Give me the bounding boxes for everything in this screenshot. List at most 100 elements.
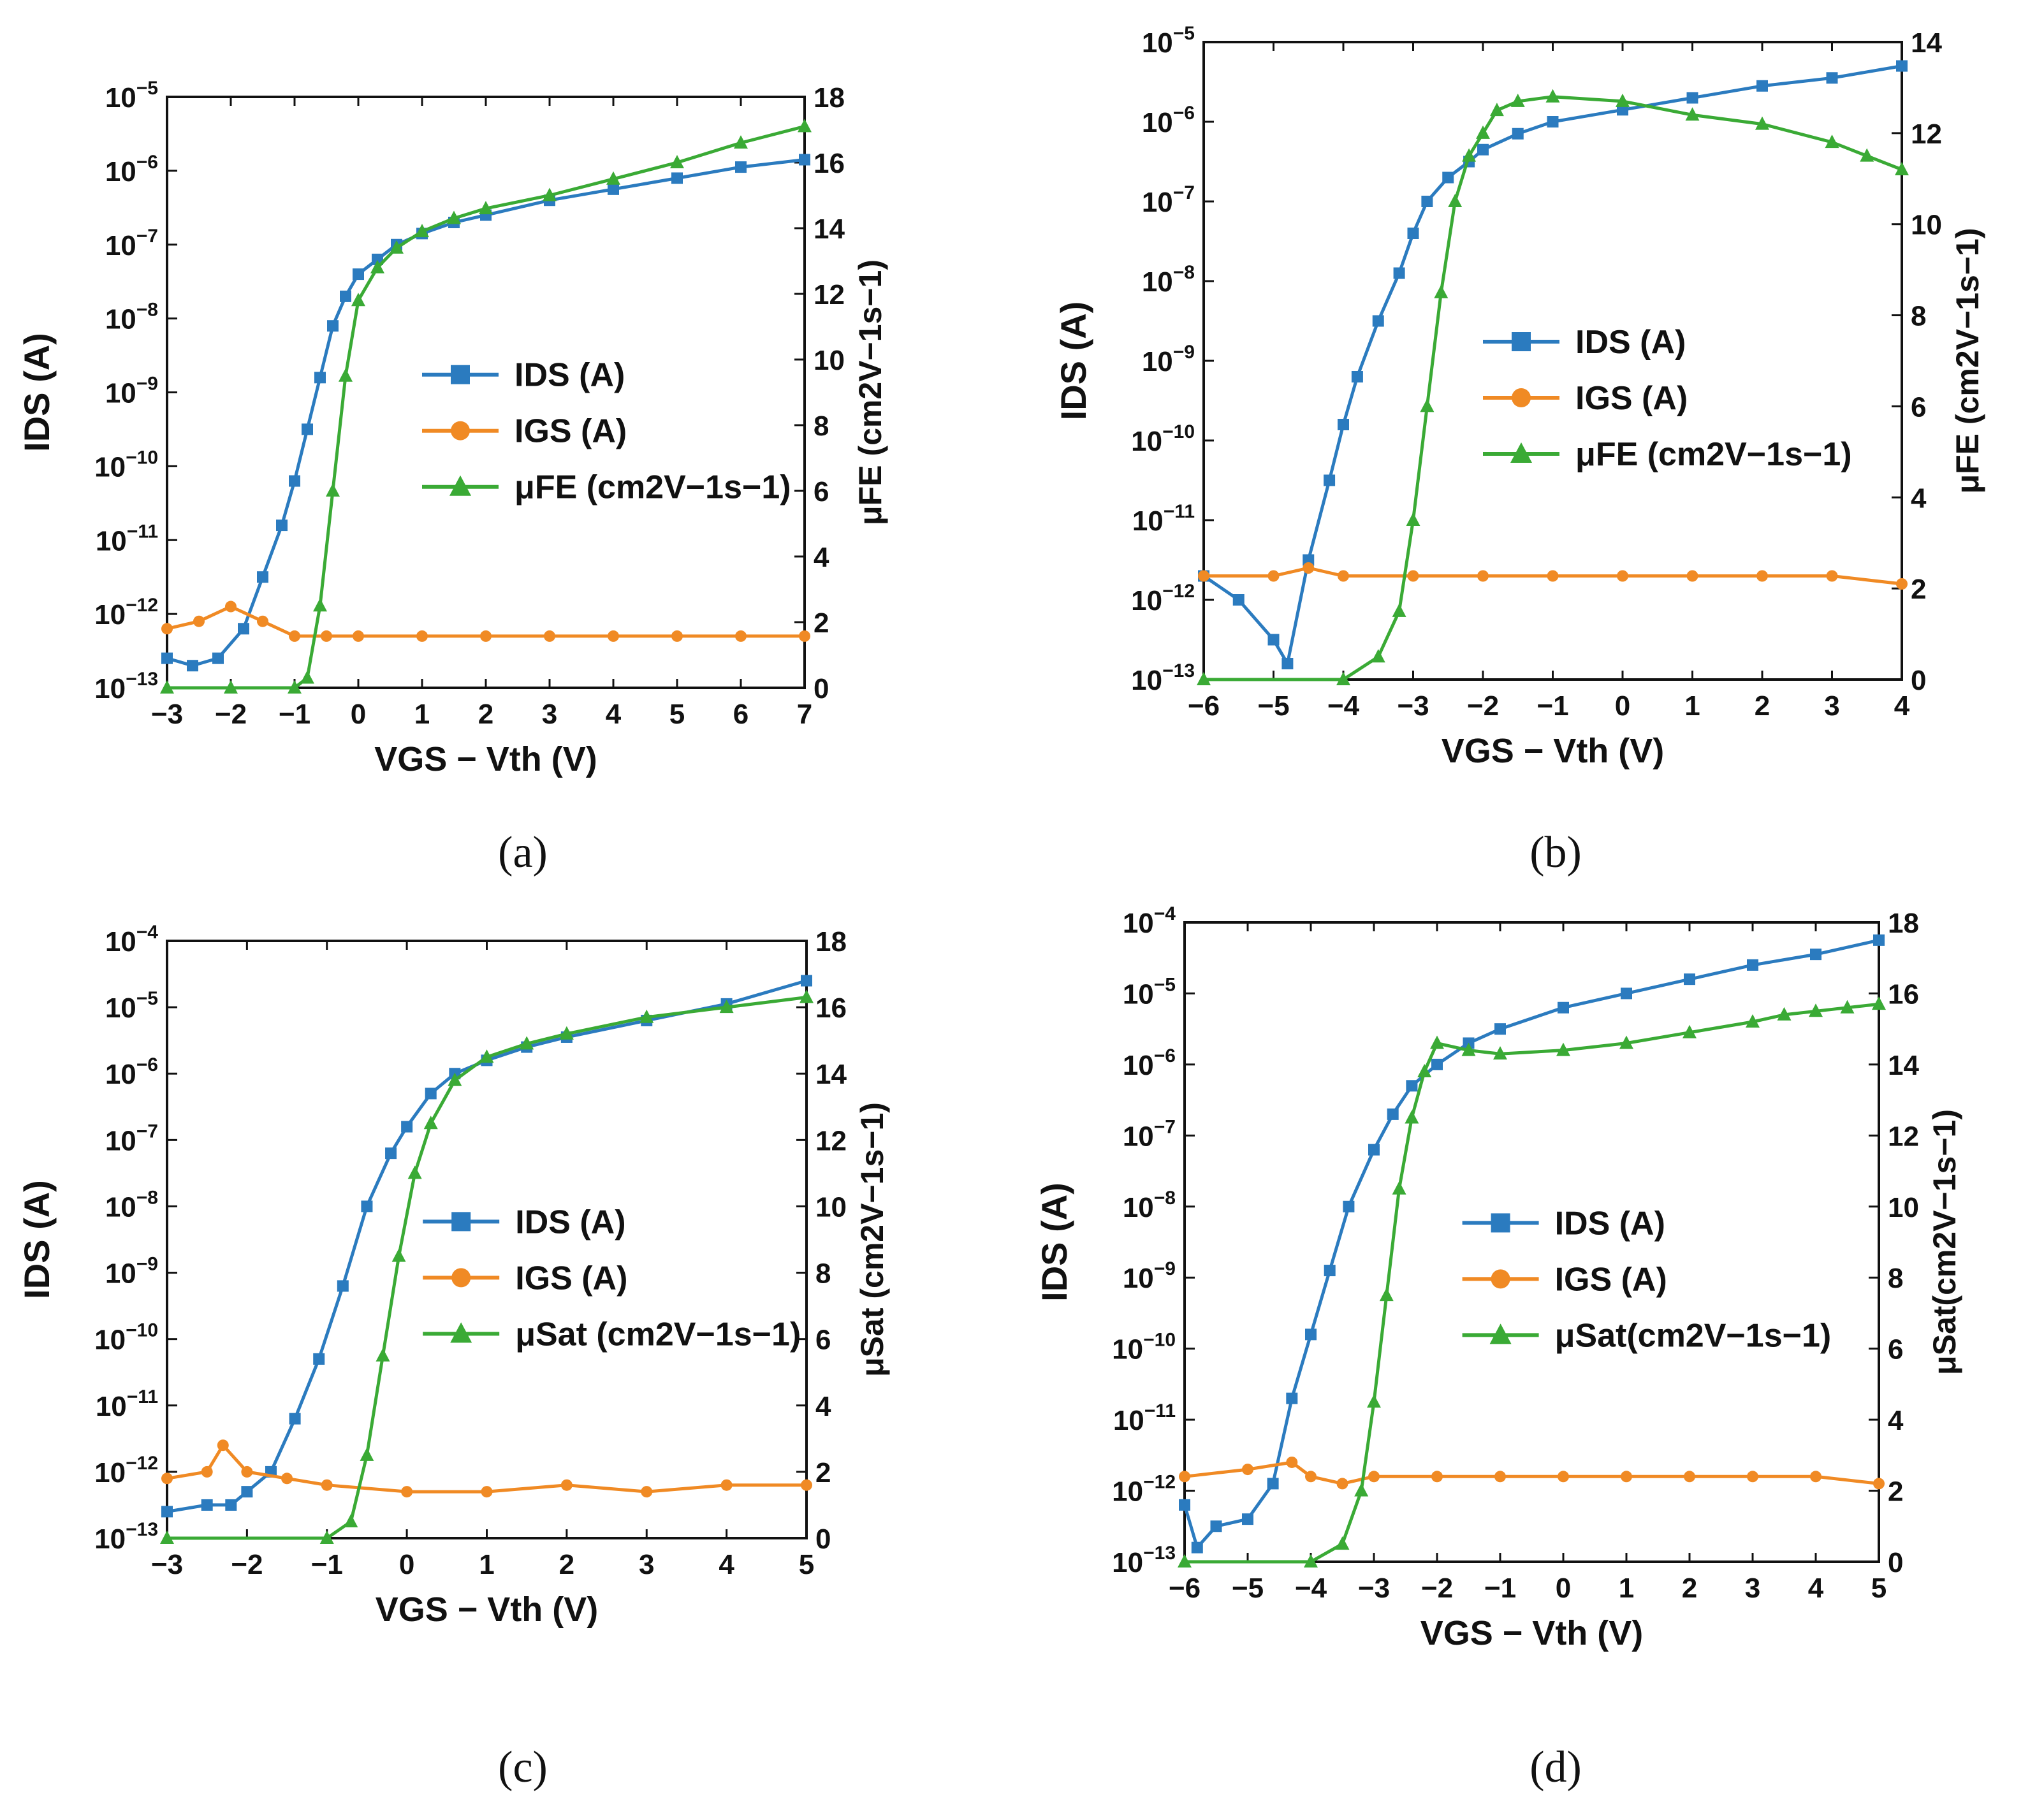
data-point	[1267, 570, 1280, 582]
x-tick-label: −2	[231, 1549, 263, 1580]
legend-marker	[449, 475, 471, 496]
data-point	[799, 154, 810, 166]
data-point	[1406, 1080, 1418, 1092]
data-point	[416, 630, 428, 642]
y2-tick-label: 2	[815, 1457, 831, 1488]
y-axis-title: IDS (A)	[17, 333, 57, 452]
data-point	[735, 161, 747, 173]
data-point	[520, 1036, 534, 1050]
y-tick-label: 10−4	[1123, 903, 1176, 939]
data-point	[1286, 1456, 1298, 1468]
data-point	[1873, 1478, 1885, 1490]
x-axis-title: VGS − Vth (V)	[1420, 1614, 1644, 1652]
data-point	[1686, 92, 1698, 104]
data-point	[1324, 474, 1336, 486]
x-tick-label: 0	[1615, 690, 1630, 722]
data-point	[407, 1165, 422, 1179]
data-point	[1510, 93, 1525, 107]
y-tick-label: 10−10	[1112, 1330, 1176, 1365]
y2-tick-label: 10	[1888, 1192, 1919, 1223]
data-point	[1556, 1042, 1570, 1056]
x-tick-label: −3	[1397, 690, 1429, 722]
x-tick-label: 3	[1824, 690, 1839, 722]
data-point	[289, 630, 300, 642]
data-point	[1896, 578, 1908, 590]
data-point	[1547, 570, 1559, 582]
x-tick-label: −6	[1169, 1573, 1201, 1604]
y2-tick-label: 4	[814, 542, 829, 573]
x-tick-label: 4	[719, 1549, 734, 1580]
x-tick-label: 2	[1682, 1573, 1697, 1604]
data-point	[1747, 1471, 1758, 1483]
legend-label: IGS (A)	[1555, 1261, 1667, 1298]
data-point	[288, 680, 302, 694]
legend-marker	[451, 421, 470, 440]
x-tick-label: −5	[1257, 690, 1289, 722]
y-tick-label: 10−6	[105, 152, 158, 187]
data-point	[302, 423, 313, 435]
x-tick-label: 5	[799, 1549, 814, 1580]
data-point	[1616, 93, 1630, 107]
y-tick-label: 10−5	[1123, 974, 1176, 1010]
data-point	[385, 1147, 397, 1160]
panel-label: (c)	[498, 1743, 548, 1792]
data-point	[1756, 570, 1768, 582]
y2-axis-title: μSat (cm2V−1s−1)	[854, 1102, 890, 1377]
y-axis-title: IDS (A)	[1034, 1182, 1074, 1302]
data-point	[1198, 570, 1209, 582]
data-point	[670, 155, 684, 168]
data-point	[401, 1121, 413, 1133]
data-point	[1477, 143, 1489, 156]
y-tick-label: 10−5	[105, 988, 158, 1024]
series-line-square	[1183, 938, 1880, 1551]
data-point	[1434, 284, 1449, 298]
data-point	[559, 1026, 574, 1040]
data-point	[1684, 1471, 1695, 1483]
series-line-triangle	[1185, 1002, 1880, 1564]
y-tick-label: 10−7	[1123, 1116, 1176, 1152]
legend-marker	[1489, 1323, 1512, 1344]
y-tick-label: 10−12	[94, 595, 158, 630]
x-tick-label: −2	[1421, 1573, 1453, 1604]
data-point	[257, 615, 268, 627]
x-tick-label: 2	[1755, 690, 1770, 722]
y2-tick-label: 4	[1888, 1405, 1904, 1436]
y2-tick-label: 2	[1888, 1476, 1903, 1508]
x-tick-label: 3	[542, 699, 557, 730]
data-point	[238, 623, 249, 635]
data-point	[606, 171, 620, 185]
y-tick-label: 10−8	[105, 1187, 158, 1223]
data-point	[225, 600, 237, 613]
y2-tick-label: 18	[1888, 908, 1919, 939]
data-point	[425, 1087, 437, 1100]
x-axis-title: VGS − Vth (V)	[376, 1590, 599, 1629]
y2-tick-label: 12	[814, 279, 845, 310]
x-tick-label: 2	[478, 699, 493, 730]
y-tick-label: 10−9	[105, 1254, 158, 1290]
data-point	[1392, 1181, 1406, 1195]
legend-marker	[1491, 1269, 1510, 1289]
plot-frame	[1202, 41, 1903, 681]
data-point	[257, 571, 268, 583]
x-tick-label: −1	[279, 699, 310, 730]
data-point	[608, 630, 619, 642]
data-point	[187, 660, 198, 672]
chart-panel-a: −3 −2 −1 0 1 2 3 4 5 6 710−1310−1210−1110−1010−910…	[17, 78, 888, 877]
data-point	[241, 1486, 253, 1498]
x-axis-title: VGS − Vth (V)	[1442, 732, 1665, 770]
x-tick-label: 5	[1871, 1573, 1887, 1604]
x-tick-label: 6	[733, 699, 748, 730]
x-tick-label: −3	[151, 699, 183, 730]
data-point	[1242, 1464, 1253, 1476]
y2-tick-label: 6	[1911, 391, 1926, 423]
y-tick-label: 10−8	[1142, 262, 1195, 298]
legend-label: IDS (A)	[515, 357, 625, 394]
data-point	[423, 1116, 438, 1130]
y2-tick-label: 16	[1888, 978, 1919, 1010]
y2-tick-label: 4	[1911, 483, 1927, 514]
data-point	[1343, 1200, 1355, 1212]
plot-frame	[166, 940, 808, 1539]
y-tick-label: 10−7	[1142, 182, 1195, 218]
data-point	[313, 1353, 325, 1365]
data-point	[1367, 1394, 1381, 1408]
